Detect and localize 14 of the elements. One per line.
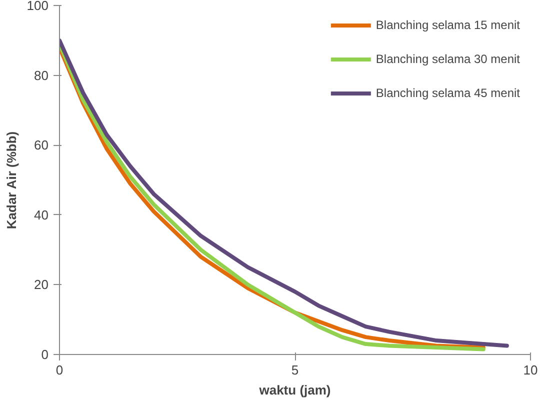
y-axis-title: Kadar Air (%bb) (4, 131, 19, 230)
y-tick-label: 80 (34, 68, 49, 83)
x-axis-title: waktu (jam) (258, 382, 331, 398)
y-tick-label: 60 (34, 138, 49, 153)
y-tick-label: 20 (34, 277, 49, 292)
y-tick-label: 40 (34, 207, 49, 222)
legend-label: Blanching selama 30 menit (376, 52, 520, 66)
legend-label: Blanching selama 15 menit (376, 18, 520, 32)
x-tick-label: 0 (56, 362, 64, 378)
y-tick-label: 0 (41, 347, 49, 362)
legend-label: Blanching selama 45 menit (376, 86, 520, 100)
y-tick-label: 100 (26, 0, 49, 13)
x-tick-label: 5 (291, 362, 299, 378)
x-tick-label: 10 (523, 362, 538, 378)
